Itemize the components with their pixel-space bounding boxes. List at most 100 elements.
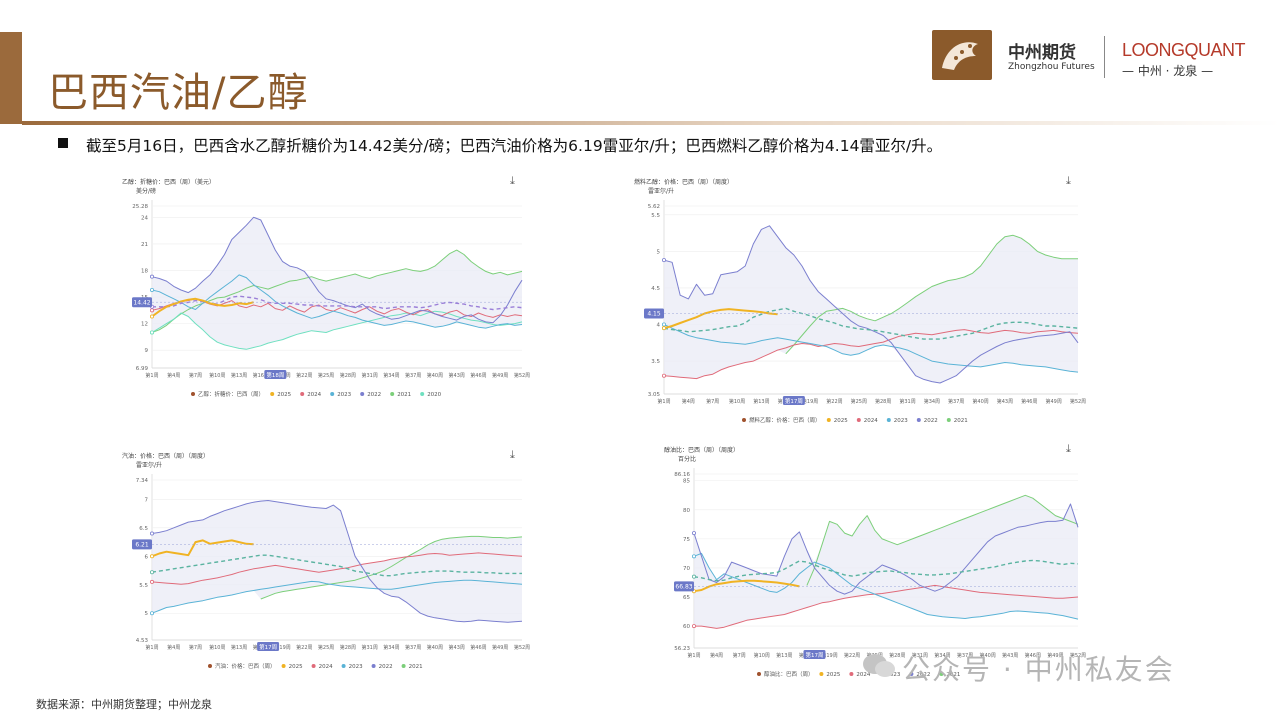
series-start-point (692, 554, 697, 559)
series-line-2021 (151, 249, 523, 333)
x-tick-label: 第4周 (167, 372, 180, 379)
legend-marker (360, 392, 365, 396)
x-tick-label: 第25周 (851, 398, 867, 405)
series-line-2024 (663, 329, 1079, 380)
series-start-point (150, 308, 155, 313)
x-tick-label: 第52周 (1070, 652, 1086, 659)
y-tick-label: 4.5 (651, 286, 660, 292)
legend-item: 2022 (916, 672, 930, 678)
y-tick-label: 18 (141, 268, 148, 274)
x-tick-label: 第49周 (492, 644, 508, 651)
legend-marker (270, 392, 275, 396)
legend-marker (390, 392, 395, 396)
chart-unit: 雷亚尔/升 (136, 461, 162, 469)
x-tick-label: 第13周 (753, 398, 769, 405)
chart-gasoline-price: 汽油：价格：巴西（周）（周度） 雷亚尔/升 ⤓ 4.53 5 5.5 6 6.5 7 7.34 第1… (118, 446, 536, 680)
series-start-point (150, 611, 155, 616)
x-tick-label: 第1周 (657, 398, 670, 405)
series-start-point (150, 570, 155, 575)
page-title: 巴西汽油/乙醇 (48, 70, 309, 116)
legend-item: 燃料乙醇：价格：巴西（周） (749, 416, 821, 424)
x-axis-highlight-label: 第17周 (259, 643, 277, 651)
x-tick-label: 第46周 (1025, 652, 1041, 659)
x-tick-label: 第43周 (449, 372, 465, 379)
x-tick-label: 第40周 (427, 644, 443, 651)
series-line-2021 (806, 494, 1079, 586)
legend-item: 2022 (924, 418, 938, 424)
legend-marker (311, 664, 316, 668)
y-tick-label: 65 (683, 595, 690, 601)
chart-fuel-ethanol-price: 燃料乙醇：价格：巴西（周）（周度） 雷亚尔/升 ⤓ 3.05 3.5 4 4.5 5 5.5 5.… (630, 172, 1092, 434)
legend-marker (371, 664, 376, 668)
brand-name-cn: 中州期货 (1008, 43, 1076, 63)
x-tick-label: 第49周 (1045, 398, 1061, 405)
legend-marker (420, 392, 425, 396)
legend-item: 2023 (894, 418, 908, 424)
chart-title: 汽油：价格：巴西（周）（周度） (122, 452, 209, 460)
x-tick-label: 第10周 (209, 644, 225, 651)
legend-item: 2025 (826, 672, 840, 678)
range-band (152, 500, 522, 623)
legend-item: 2024 (307, 392, 321, 398)
chart-unit: 雷亚尔/升 (648, 187, 674, 195)
x-tick-label: 第22周 (296, 644, 312, 651)
download-icon: ⤓ (1066, 442, 1071, 455)
y-tick-label: 24 (141, 215, 148, 221)
series-line-average (151, 554, 522, 577)
legend-marker (341, 664, 346, 668)
x-tick-label: 第1周 (687, 652, 700, 659)
legend-item: 乙醇：折糖价：巴西（周） (198, 390, 264, 398)
legend-item: 2023 (886, 672, 900, 678)
series-start-point (150, 579, 155, 584)
bullet-square-icon (58, 138, 68, 148)
x-tick-label: 第28周 (875, 398, 891, 405)
x-tick-label: 第34周 (934, 652, 950, 659)
x-axis-highlight (803, 650, 826, 659)
x-tick-label: 第25周 (318, 644, 334, 651)
legend-item: 2021 (409, 664, 423, 670)
current-value-badge (644, 308, 664, 319)
y-tick-label: 85 (683, 479, 690, 485)
series-start-point (150, 287, 155, 292)
series-start-point (662, 258, 667, 263)
download-icon: ⤓ (510, 174, 515, 187)
legend-marker (849, 672, 854, 676)
x-axis-highlight-label: 第18周 (266, 371, 284, 379)
series-start-point (150, 314, 155, 319)
y-tick-label: 7 (145, 497, 149, 503)
x-tick-label: 第31周 (361, 644, 377, 651)
series-start-point (150, 330, 155, 335)
x-tick-label: 第1周 (145, 372, 158, 379)
legend-item: 2020 (427, 392, 441, 398)
x-tick-label: 第7周 (189, 372, 202, 379)
legend-item: 2025 (277, 392, 291, 398)
legend-marker (819, 672, 824, 676)
x-tick-label: 第13周 (776, 652, 792, 659)
chart-title: 乙醇：折糖价：巴西（周）（美元） (122, 178, 215, 186)
x-tick-label: 第34周 (383, 644, 399, 651)
x-tick-label: 第7周 (733, 652, 746, 659)
y-tick-label: 6.5 (139, 526, 148, 532)
series-line-2025 (151, 539, 254, 558)
x-tick-label: 第4周 (710, 652, 723, 659)
series-start-point (150, 531, 155, 536)
x-tick-label: 第22周 (826, 398, 842, 405)
series-line-2025 (151, 297, 254, 318)
legend-marker (946, 418, 951, 422)
current-value-label: 66.83 (675, 584, 692, 591)
download-icon: ⤓ (1066, 174, 1071, 187)
range-band (152, 217, 522, 350)
current-value-label: 6.21 (135, 542, 149, 549)
series-line-2023 (663, 324, 1079, 373)
y-tick-label: 25.28 (132, 204, 148, 210)
legend-marker (856, 418, 861, 422)
y-tick-label: 75 (683, 537, 690, 543)
x-tick-label: 第10周 (209, 372, 225, 379)
x-tick-label: 第7周 (706, 398, 719, 405)
zhongzhou-logo-icon (932, 30, 992, 80)
x-tick-label: 第37周 (948, 398, 964, 405)
x-tick-label: 第31周 (899, 398, 915, 405)
x-tick-label: 第43周 (1002, 652, 1018, 659)
x-axis-highlight (264, 370, 287, 379)
